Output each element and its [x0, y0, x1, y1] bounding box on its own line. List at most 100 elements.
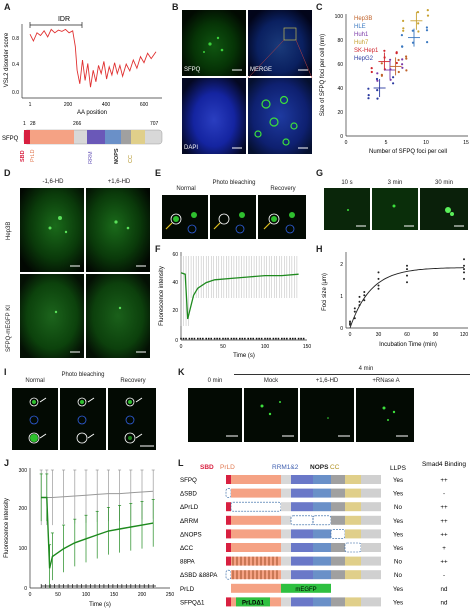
h-xtick: 30 — [376, 332, 382, 338]
h-point — [377, 271, 380, 274]
j-xtick: 150 — [110, 592, 119, 598]
l-llps-value: Yes — [393, 586, 403, 593]
j-xtick: 200 — [138, 592, 147, 598]
dom-sbd: SBD — [20, 150, 26, 162]
h-point — [406, 274, 408, 277]
microscopy-d1 — [20, 188, 84, 272]
c-point — [402, 19, 405, 22]
l-row-name: ΔCC — [180, 545, 194, 552]
d-row2: SFPQ-mEGFP KI — [6, 305, 12, 352]
l-llps-value: Yes — [393, 531, 403, 538]
h-point — [363, 299, 366, 302]
c-point — [397, 58, 400, 62]
h-point — [463, 268, 465, 271]
panel-i-overlay — [28, 397, 154, 447]
sbd-block — [24, 130, 30, 144]
l-seg-gap — [281, 502, 291, 512]
l-seg-nops — [331, 502, 345, 512]
f-point-control — [239, 337, 241, 340]
c-point — [380, 74, 383, 77]
panel-a-xtick: 1 — [29, 102, 32, 108]
h-point — [463, 264, 465, 267]
l-seg-tail — [361, 475, 381, 484]
h-point — [377, 287, 380, 290]
l-seg-tail — [361, 515, 381, 525]
j-xtick: 250 — [166, 592, 175, 598]
l-deleted-rrm2 — [312, 515, 332, 526]
l-smad4-value: ++ — [440, 477, 448, 484]
l-seg-tail — [361, 543, 381, 552]
l-seg-nops — [331, 570, 345, 580]
f-point-control — [252, 337, 255, 340]
h-point — [463, 258, 465, 261]
l-seg-prld — [231, 515, 281, 525]
panel-label-e: E — [155, 168, 162, 178]
c-xtick: 15 — [463, 140, 469, 146]
g-t1: 10 s — [341, 180, 353, 186]
f-xtick: 50 — [220, 344, 226, 350]
c-point — [370, 70, 373, 74]
l-seg-tail — [361, 502, 381, 512]
l-llps-value: No — [394, 559, 402, 566]
l-seg-cc — [345, 597, 361, 607]
i-t1: Normal — [25, 378, 45, 384]
l-row-name: 88PA — [180, 559, 196, 566]
l-seg-rrm2 — [313, 556, 331, 566]
panel-a-ylabel: VSL2 disorder score — [4, 32, 10, 87]
microscopy-k2 — [244, 388, 298, 442]
l-smad4-value: ++ — [440, 504, 448, 511]
f-point-control — [182, 337, 185, 340]
i-t2: Photo bleaching — [61, 372, 105, 378]
f-point-control — [272, 337, 275, 340]
panel-a-xtick: 400 — [102, 102, 111, 108]
h-point — [463, 271, 465, 274]
l-seg-nops — [331, 488, 345, 498]
f-point-control — [294, 337, 297, 340]
c-point — [402, 29, 405, 32]
dom-prld: PrLD — [30, 149, 36, 162]
panel-a: VSL2 disorder score 0.8 0.4 0.0 1 200 40… — [0, 0, 170, 165]
g-t3: 30 min — [434, 180, 453, 186]
l-seg-rrm1 — [291, 556, 313, 566]
f-point-control — [197, 337, 199, 340]
l-megfp-label: mEGFP — [295, 587, 316, 593]
f-point-control — [249, 337, 252, 340]
panel-a-ytick: 0.0 — [12, 90, 19, 96]
k-c2: +1,6-HD — [315, 378, 339, 384]
l-seg-rrm1 — [291, 529, 313, 539]
panel-label-d: D — [4, 168, 11, 178]
l-seg-prld — [231, 570, 281, 580]
c-point — [401, 45, 404, 48]
l-seg-sbd — [226, 529, 231, 539]
prld-block — [30, 130, 74, 144]
l-seg-rrm2 — [313, 488, 331, 498]
h-ytick: 1 — [340, 294, 343, 300]
f-point-control — [264, 337, 266, 340]
j-ytick: 300 — [19, 468, 28, 474]
panel-c-ylabel: Size of SFPQ foci per cell (nm) — [320, 34, 326, 116]
c-point — [425, 29, 429, 32]
nops-block — [121, 130, 131, 144]
l-seg-gap — [281, 475, 291, 484]
c-point — [416, 11, 420, 14]
h-point — [363, 291, 366, 293]
l-seg-rrm1 — [291, 597, 313, 607]
h-point — [353, 310, 356, 313]
c-point — [389, 58, 392, 61]
h-point — [463, 277, 465, 280]
microscopy-k1 — [188, 388, 242, 442]
c-point — [376, 97, 379, 100]
d-cond2: +1,6-HD — [107, 179, 131, 185]
panel-label-l: L — [178, 458, 184, 468]
f-point-control — [222, 337, 224, 340]
l-seg-tail — [361, 488, 381, 498]
microscopy-k4 — [356, 388, 414, 442]
e-t2: Photo bleaching — [212, 180, 256, 186]
f-point-control — [216, 337, 218, 340]
l-row-name: ΔRRM — [180, 518, 198, 525]
l-seg-prld — [231, 543, 281, 552]
panel-g-overlay — [347, 204, 464, 227]
l-row-name: SFPQΔ1 — [180, 599, 205, 606]
c-xtick: 0 — [345, 140, 348, 146]
l-seg-nops — [331, 475, 345, 484]
